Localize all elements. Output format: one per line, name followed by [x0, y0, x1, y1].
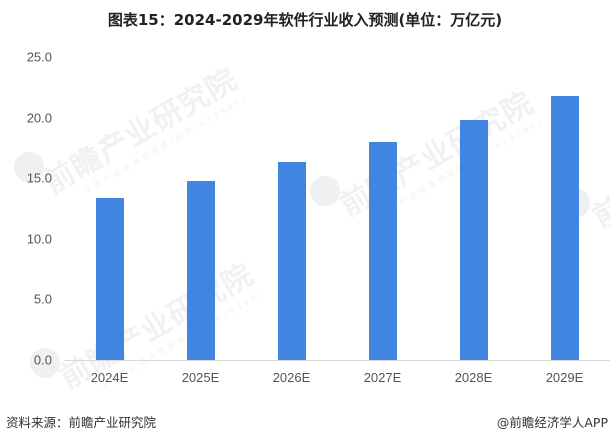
bar-2024E — [95, 197, 124, 360]
x-tick-label: 2026E — [272, 370, 311, 385]
y-tick-label: 0.0 — [33, 352, 52, 368]
y-tick-label: 15.0 — [26, 170, 52, 186]
y-tick-label: 5.0 — [33, 291, 52, 307]
credit-note: @前瞻经济学人APP — [496, 415, 608, 430]
bar-2026E — [277, 162, 306, 360]
watermark: 前瞻产业研究院 中国产业咨询领导者(股票:839599) — [334, 85, 545, 224]
bar-2025E — [186, 180, 215, 360]
watermark: 前瞻产业研究院 — [587, 96, 610, 236]
bar-2029E — [550, 95, 579, 360]
y-tick-label: 20.0 — [26, 110, 52, 126]
bar-2027E — [368, 141, 397, 360]
x-tick-label: 2025E — [181, 370, 220, 385]
x-tick-label: 2024E — [90, 370, 129, 385]
x-tick-label: 2029E — [545, 370, 584, 385]
x-tick-label: 2027E — [363, 370, 402, 385]
bar-2028E — [459, 120, 488, 360]
x-tick-label: 2028E — [454, 370, 493, 385]
source-note: 资料来源：前瞻产业研究院 — [6, 415, 157, 430]
chart-title: 图表15：2024-2029年软件行业收入预测(单位：万亿元) — [107, 11, 503, 29]
watermark: 前瞻产业研究院 中国产业咨询领导者(股票:839599) — [38, 62, 250, 201]
watermark-logo-icon — [310, 176, 340, 206]
y-tick-label: 10.0 — [26, 231, 52, 247]
x-axis-line — [64, 360, 610, 361]
y-tick-label: 25.0 — [26, 49, 52, 65]
